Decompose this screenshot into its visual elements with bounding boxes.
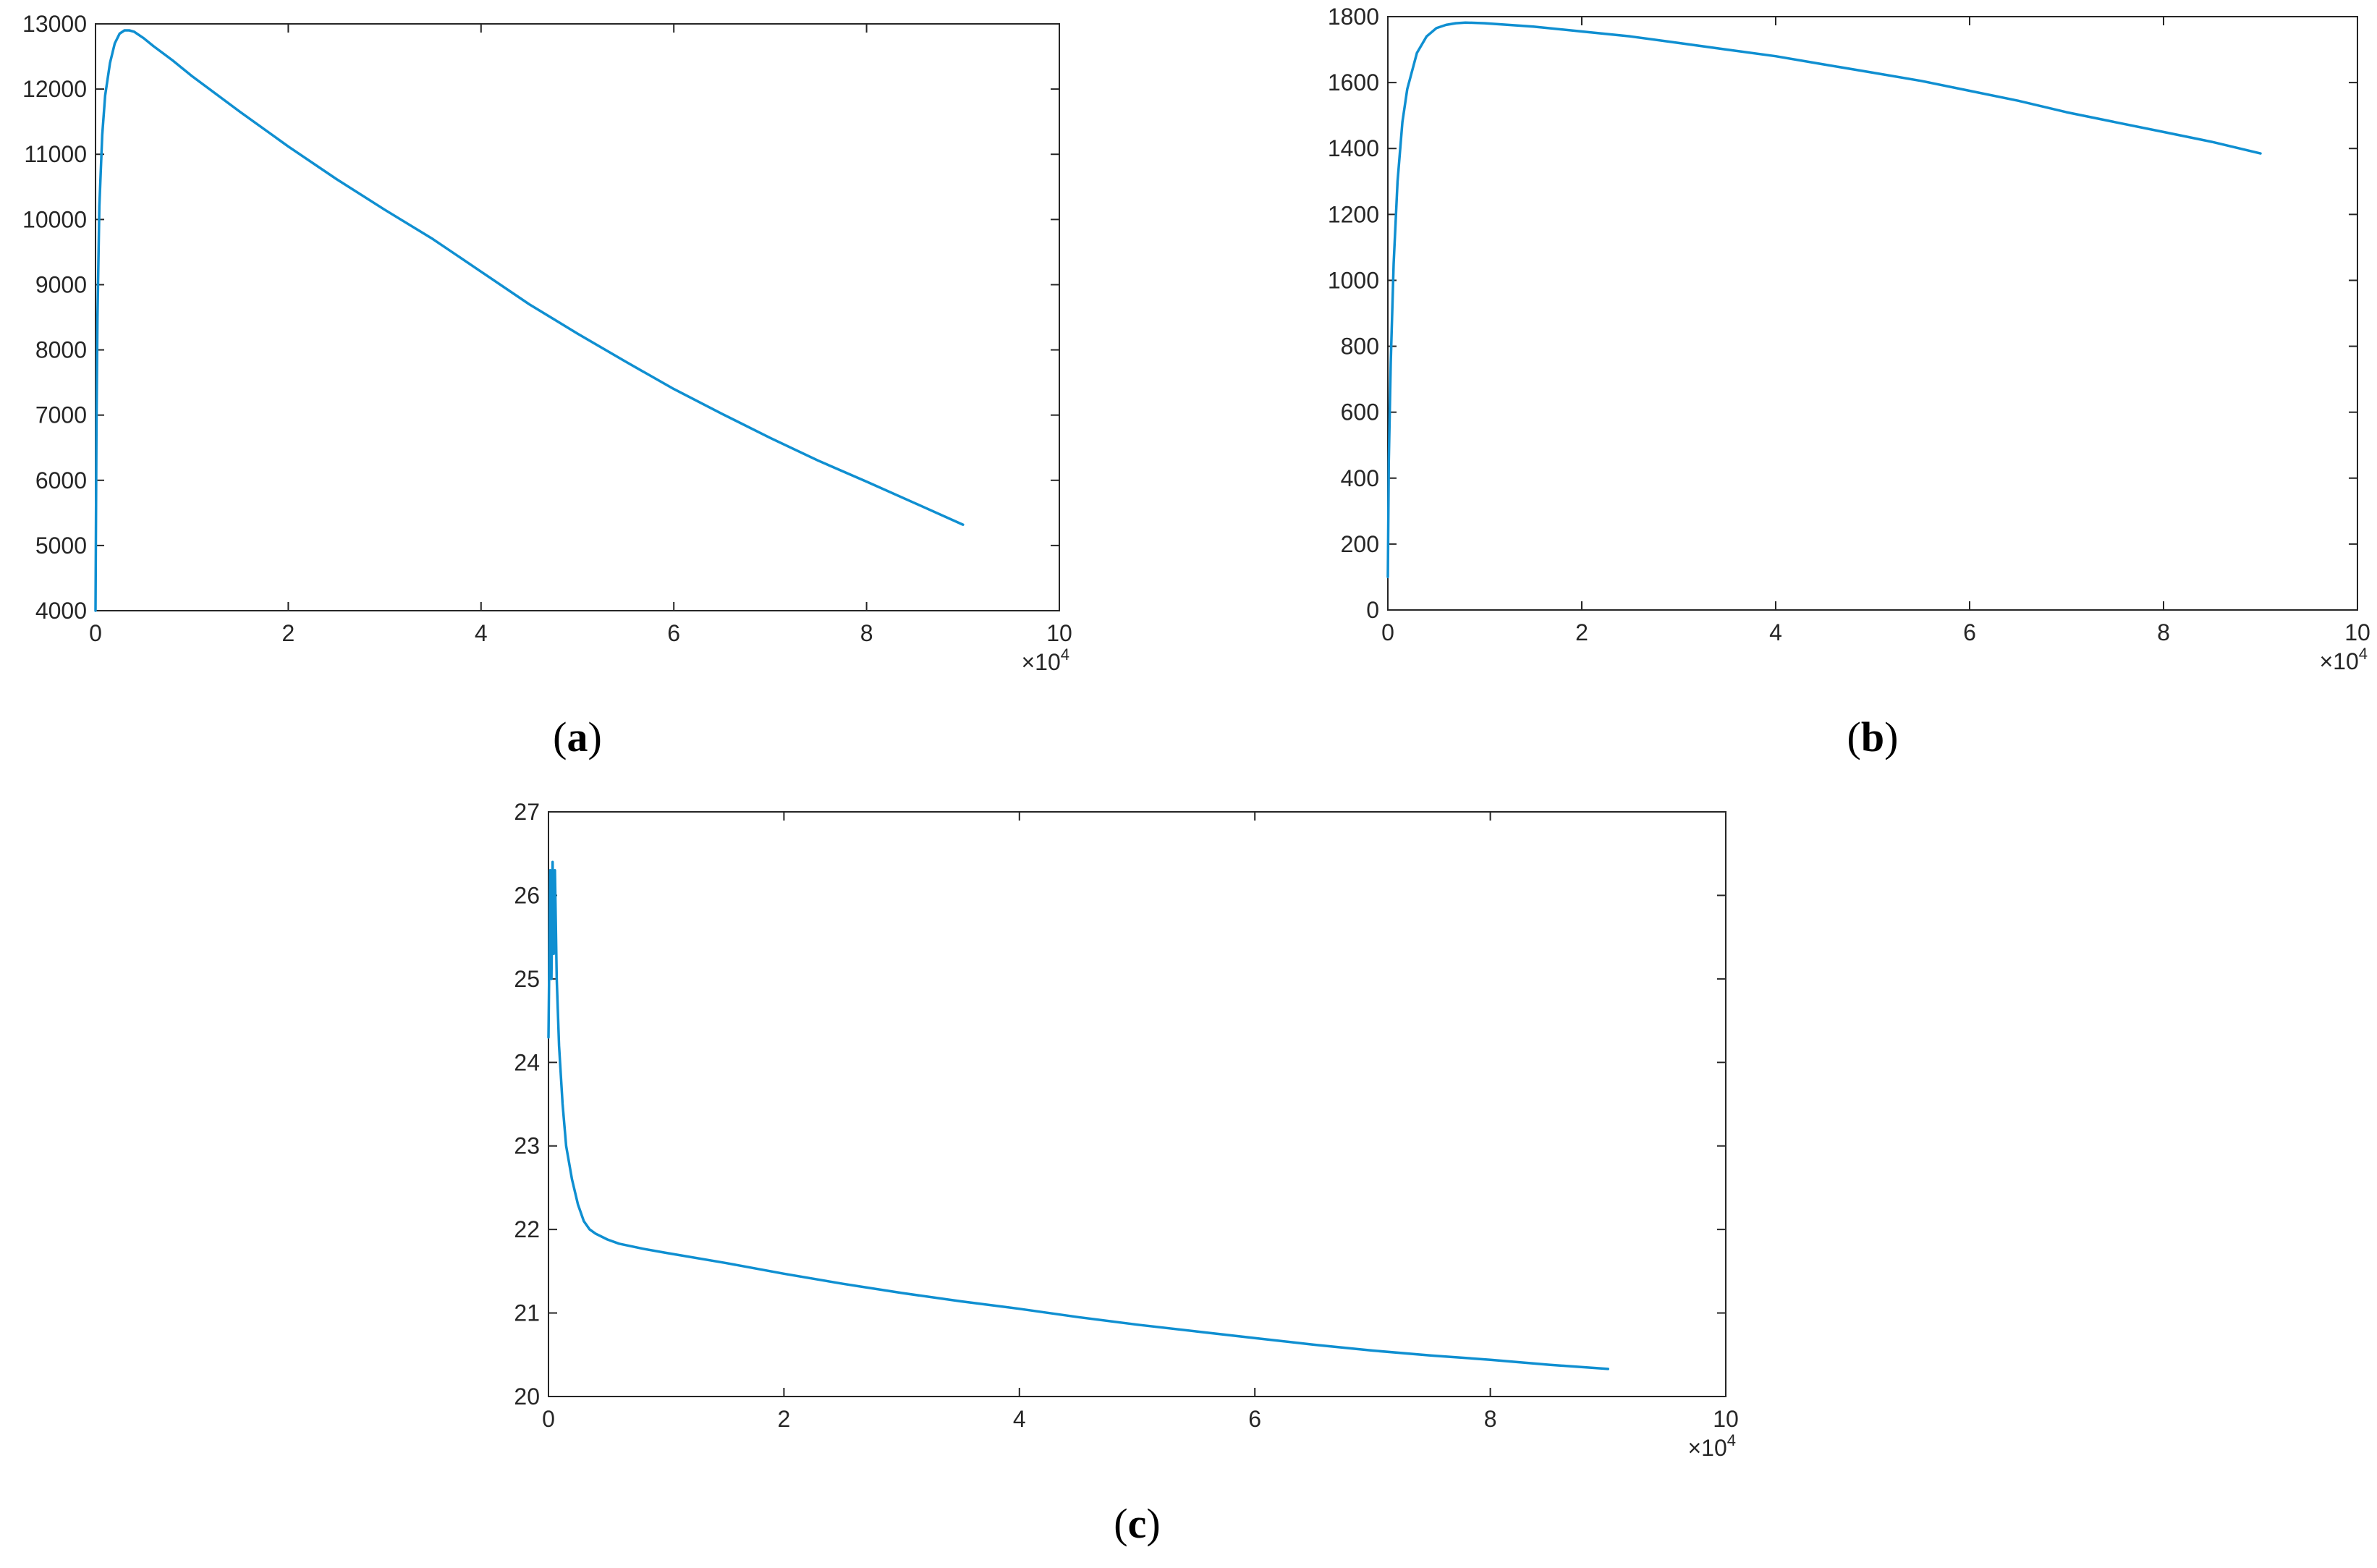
y-tick-label: 26: [514, 882, 540, 908]
axes-box: [1387, 16, 2358, 611]
y-tick-label: 8000: [35, 337, 87, 363]
chart-panel-a: 0 2 4 6 8 10 4000 5000 6000 7000 8000 9000 10000 1100…: [22, 11, 1072, 760]
x-tick-label: 10: [1046, 620, 1072, 646]
panel-label-c: (c): [1114, 1500, 1160, 1547]
y-tick-label: 1800: [1328, 4, 1379, 30]
plots-layer: 0 2 4 6 8 10400050006000700080009000100001100…: [22, 4, 2370, 1547]
x-exponent-power: 4: [1727, 1431, 1736, 1449]
y-tick-label: 800: [1341, 334, 1379, 360]
y-tick-label: 200: [1341, 531, 1379, 557]
y-tick-label: 1600: [1328, 69, 1379, 96]
y-tick-label: 10000: [22, 206, 87, 232]
y-tick-label: 1200: [1328, 201, 1379, 227]
y-tick-label: 9000: [35, 271, 87, 297]
x-tick-label: 8: [2157, 619, 2170, 645]
y-tick-label: 12000: [22, 76, 87, 102]
axes-box: [95, 23, 1060, 611]
y-tick-label: 0: [1366, 597, 1379, 623]
y-tick-label: 1400: [1328, 135, 1379, 161]
y-tick-label: 7000: [35, 402, 87, 428]
x-tick-label: 4: [1769, 619, 1782, 645]
x-tick-label: 0: [542, 1406, 555, 1432]
y-tick-label: 20: [514, 1383, 540, 1410]
x-tick-label: 0: [1381, 619, 1394, 645]
x-tick-label: 2: [1575, 619, 1588, 645]
y-tick-label: 1000: [1328, 267, 1379, 293]
series-line-c: [547, 860, 1610, 1370]
panel-label-b: (b): [1847, 713, 1899, 760]
x-exponent-label: ×104: [2319, 645, 2368, 674]
x-tick-label: 10: [2344, 619, 2370, 645]
y-tick-label: 23: [514, 1133, 540, 1159]
y-tick-label: 13000: [22, 11, 87, 37]
x-exponent-power: 4: [1061, 645, 1069, 664]
x-tick-label: 6: [667, 620, 680, 646]
y-tick-label: 24: [514, 1049, 540, 1075]
x-tick-label: 10: [1713, 1406, 1739, 1432]
y-tick-label: 4000: [35, 598, 87, 624]
x-tick-label: 4: [475, 620, 488, 646]
y-tick-label: 400: [1341, 465, 1379, 491]
x-tick-label: 6: [1963, 619, 1976, 645]
x-tick-label: 2: [282, 620, 295, 646]
y-tick-label: 5000: [35, 533, 87, 559]
y-tick-label: 22: [514, 1216, 540, 1242]
x-tick-label: 6: [1248, 1406, 1261, 1432]
x-tick-label: 8: [1484, 1406, 1497, 1432]
axes-box: [548, 811, 1726, 1397]
x-tick-label: 0: [89, 620, 102, 646]
y-tick-label: 6000: [35, 467, 87, 493]
y-tick-label: 21: [514, 1300, 540, 1326]
y-tick-label: 25: [514, 966, 540, 992]
x-tick-label: 2: [778, 1406, 791, 1432]
series-line-b: [1386, 21, 2262, 579]
x-tick-label: 4: [1013, 1406, 1026, 1432]
x-tick-label: 8: [860, 620, 873, 646]
x-exponent-power: 4: [2359, 645, 2368, 663]
chart-panel-b: 0 2 4 6 8 10 0 200 400 600 800 1000 1200 1400 1600 1800…: [1328, 4, 2370, 760]
y-tick-label: 11000: [24, 141, 87, 167]
panel-label-a: (a): [553, 713, 602, 760]
y-tick-label: 600: [1341, 399, 1379, 425]
series-line-a: [94, 29, 965, 612]
y-tick-label: 27: [514, 799, 540, 825]
